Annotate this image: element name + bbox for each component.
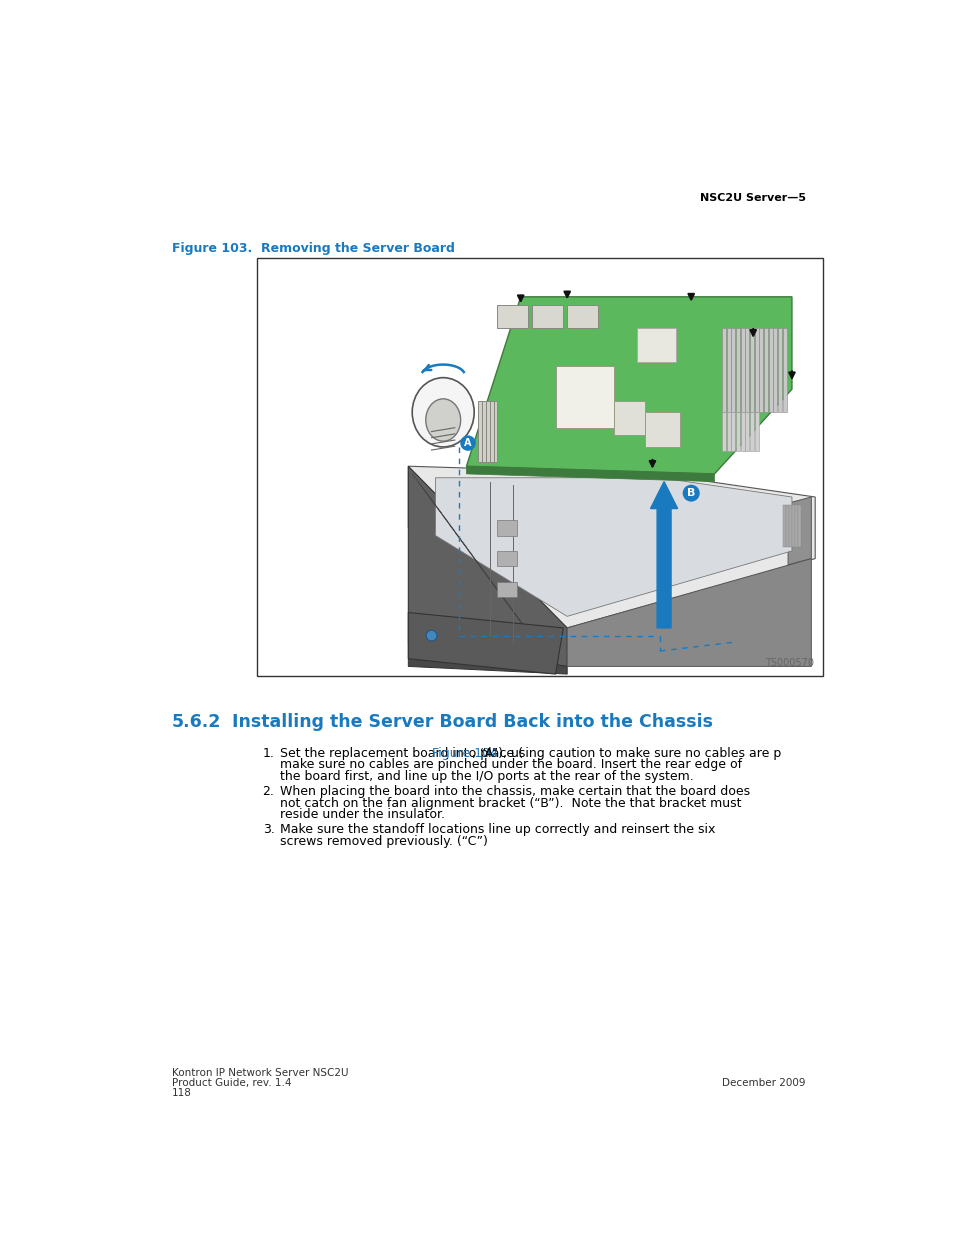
Text: Installing the Server Board Back into the Chassis: Installing the Server Board Back into th… [233, 713, 713, 731]
Text: B: B [686, 488, 695, 498]
Polygon shape [555, 366, 613, 427]
Polygon shape [788, 505, 791, 547]
Text: Product Guide, rev. 1.4: Product Guide, rev. 1.4 [172, 1078, 292, 1088]
Polygon shape [408, 643, 567, 674]
Text: When placing the board into the chassis, make certain that the board does: When placing the board into the chassis,… [279, 785, 749, 798]
Text: make sure no cables are pinched under the board. Insert the rear edge of: make sure no cables are pinched under th… [279, 758, 741, 772]
Polygon shape [726, 412, 730, 451]
Polygon shape [435, 478, 791, 616]
Polygon shape [613, 401, 644, 436]
Polygon shape [736, 412, 740, 451]
Polygon shape [731, 327, 735, 412]
Text: 118: 118 [172, 1088, 192, 1098]
Polygon shape [497, 551, 517, 567]
Polygon shape [744, 412, 748, 451]
Polygon shape [759, 327, 762, 412]
Polygon shape [485, 401, 489, 462]
Polygon shape [791, 505, 794, 547]
Polygon shape [408, 466, 567, 667]
Polygon shape [644, 412, 679, 447]
Polygon shape [787, 496, 810, 564]
Circle shape [459, 436, 476, 451]
Polygon shape [477, 401, 481, 462]
Polygon shape [726, 327, 730, 412]
Polygon shape [721, 412, 725, 451]
Polygon shape [567, 305, 598, 327]
FancyArrow shape [650, 482, 677, 627]
Text: Set the replacement board into place (: Set the replacement board into place ( [279, 747, 522, 761]
Polygon shape [466, 296, 791, 474]
Polygon shape [637, 327, 675, 362]
Polygon shape [408, 613, 562, 674]
Polygon shape [754, 327, 758, 412]
Text: the board first, and line up the I/O ports at the rear of the system.: the board first, and line up the I/O por… [279, 769, 693, 783]
Text: A: A [464, 438, 471, 448]
Text: Kontron IP Network Server NSC2U: Kontron IP Network Server NSC2U [172, 1068, 348, 1078]
Text: not catch on the fan alignment bracket (“B”).  Note the that bracket must: not catch on the fan alignment bracket (… [279, 797, 740, 809]
Text: 1.: 1. [262, 747, 274, 761]
Text: Make sure the standoff locations line up correctly and reinsert the six: Make sure the standoff locations line up… [279, 824, 715, 836]
Polygon shape [763, 327, 767, 412]
Text: , “A”), using caution to make sure no cables are p: , “A”), using caution to make sure no ca… [472, 747, 781, 761]
Polygon shape [768, 327, 772, 412]
Circle shape [426, 630, 436, 641]
Polygon shape [466, 466, 714, 482]
Polygon shape [773, 327, 777, 412]
Polygon shape [731, 412, 735, 451]
Polygon shape [749, 327, 753, 412]
Polygon shape [489, 401, 493, 462]
Text: Figure 104: Figure 104 [432, 747, 497, 761]
Text: 3.: 3. [262, 824, 274, 836]
Polygon shape [567, 558, 810, 667]
Bar [257, 258, 822, 676]
Polygon shape [497, 582, 517, 597]
Polygon shape [740, 412, 744, 451]
Polygon shape [532, 305, 562, 327]
Text: reside under the insulator.: reside under the insulator. [279, 808, 444, 821]
Polygon shape [408, 466, 815, 627]
Polygon shape [736, 327, 740, 412]
Polygon shape [749, 412, 753, 451]
Polygon shape [778, 327, 781, 412]
Ellipse shape [425, 399, 460, 441]
Text: 2.: 2. [262, 785, 274, 798]
Polygon shape [481, 401, 485, 462]
Text: TS000570: TS000570 [764, 658, 813, 668]
Text: screws removed previously. (“C”): screws removed previously. (“C”) [279, 835, 487, 847]
Polygon shape [798, 505, 801, 547]
Circle shape [682, 484, 699, 501]
Polygon shape [754, 412, 758, 451]
Polygon shape [493, 401, 497, 462]
Text: 5.6.2: 5.6.2 [172, 713, 221, 731]
Polygon shape [721, 327, 725, 412]
Text: Figure 103.  Removing the Server Board: Figure 103. Removing the Server Board [172, 242, 455, 256]
Polygon shape [785, 505, 788, 547]
Ellipse shape [412, 378, 474, 447]
Polygon shape [781, 505, 785, 547]
Polygon shape [497, 305, 528, 327]
Polygon shape [744, 327, 748, 412]
Text: NSC2U Server—5: NSC2U Server—5 [700, 193, 805, 203]
Text: December 2009: December 2009 [721, 1078, 805, 1088]
Polygon shape [781, 327, 785, 412]
Polygon shape [497, 520, 517, 536]
Polygon shape [740, 327, 744, 412]
Polygon shape [794, 505, 798, 547]
